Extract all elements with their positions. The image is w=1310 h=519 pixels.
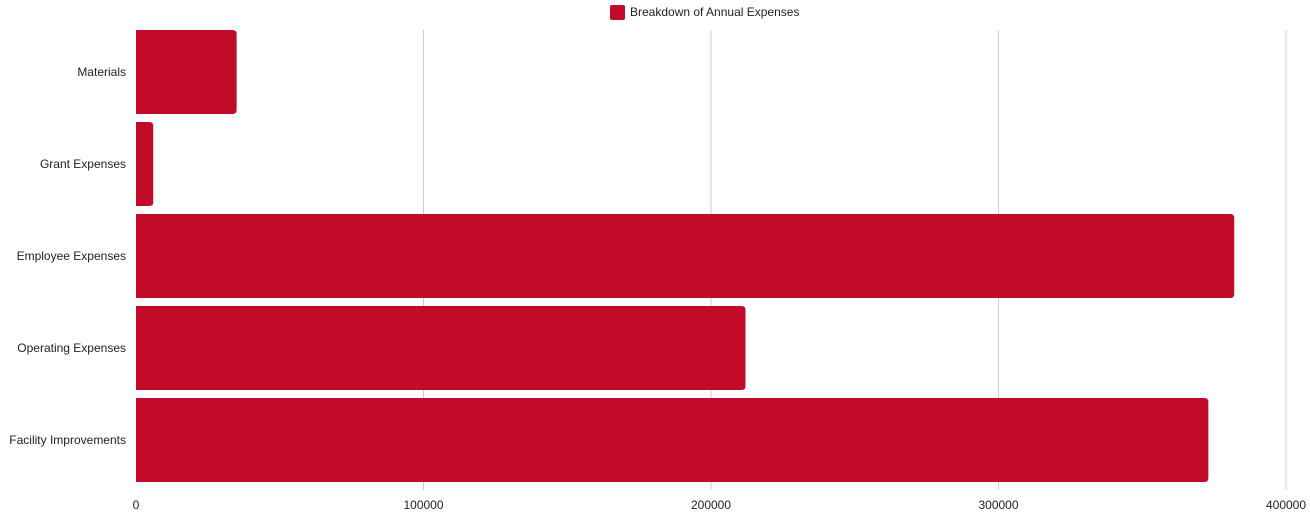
y-category-label: Facility Improvements xyxy=(9,433,126,447)
bar-facility-improvements xyxy=(136,398,1209,482)
legend-swatch xyxy=(610,5,625,20)
bar-operating-expenses xyxy=(136,306,746,390)
x-tick-label: 0 xyxy=(133,498,140,512)
x-tick-label: 200000 xyxy=(691,498,731,512)
x-tick-label: 300000 xyxy=(978,498,1018,512)
y-axis-labels: Materials Grant Expenses Employee Expenses… xyxy=(9,65,126,447)
bars xyxy=(136,30,1235,482)
legend[interactable]: Breakdown of Annual Expenses xyxy=(610,5,799,20)
bar-employee-expenses xyxy=(136,214,1235,298)
bar-materials xyxy=(136,30,237,114)
x-axis-labels: 0 100000 200000 300000 400000 xyxy=(133,498,1307,512)
y-category-label: Employee Expenses xyxy=(17,249,126,263)
bar-grant-expenses xyxy=(136,122,154,206)
x-tick-label: 100000 xyxy=(403,498,443,512)
y-category-label: Operating Expenses xyxy=(17,341,126,355)
y-category-label: Grant Expenses xyxy=(40,157,126,171)
x-tick-label: 400000 xyxy=(1266,498,1306,512)
y-category-label: Materials xyxy=(77,65,126,79)
legend-label: Breakdown of Annual Expenses xyxy=(630,5,799,19)
